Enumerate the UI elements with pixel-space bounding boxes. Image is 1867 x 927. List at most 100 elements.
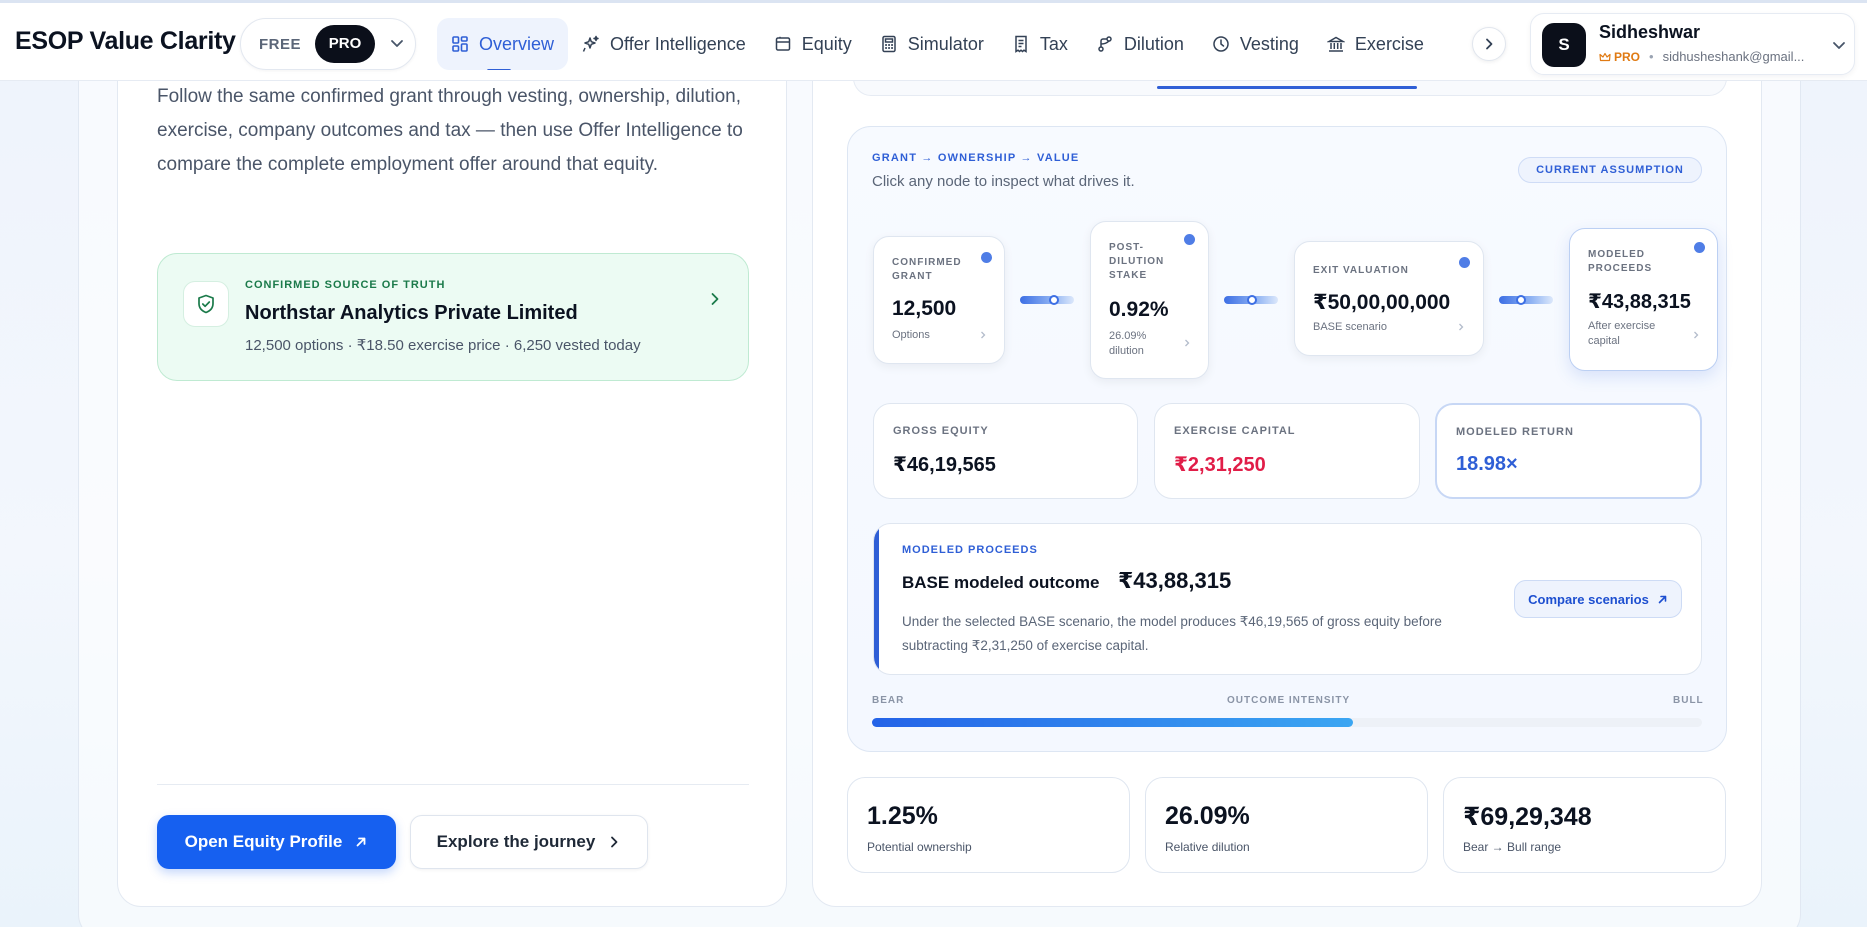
modeled-proceeds-card: MODELED PROCEEDS BASE modeled outcome ₹4…: [873, 523, 1702, 675]
nav-scroll-right-button[interactable]: [1472, 27, 1506, 61]
plan-free-option[interactable]: FREE: [259, 36, 302, 53]
tab-exercise[interactable]: Exercise: [1313, 18, 1438, 70]
panel-tab-indicator: [1157, 86, 1417, 89]
flow-hint: Click any node to inspect what drives it…: [872, 173, 1135, 190]
flow-connector: [1224, 295, 1278, 305]
tab-vesting[interactable]: Vesting: [1198, 18, 1313, 70]
open-equity-profile-label: Open Equity Profile: [184, 832, 343, 851]
source-of-truth-card[interactable]: CONFIRMED SOURCE OF TRUTH Northstar Anal…: [157, 253, 749, 381]
bank-icon: [1326, 36, 1345, 52]
explore-journey-button[interactable]: Explore the journey: [410, 815, 648, 869]
exercise-capital-card[interactable]: EXERCISE CAPITAL ₹2,31,250: [1154, 403, 1420, 499]
bear-bull-range-stat: ₹69,29,348 Bear → Bull range: [1443, 777, 1726, 873]
card-accent-bar: [874, 524, 879, 674]
plan-pro-option[interactable]: PRO: [315, 25, 375, 63]
stat-value: ₹69,29,348: [1463, 803, 1592, 831]
metric-label: GROSS EQUITY: [893, 425, 989, 437]
stat-label: Potential ownership: [867, 840, 972, 854]
intro-panel: [117, 40, 787, 907]
modeled-return-card[interactable]: MODELED RETURN 18.98×: [1435, 403, 1702, 499]
crown-icon: [1599, 52, 1611, 61]
status-dot: [981, 252, 992, 263]
separator-dot: •: [1649, 49, 1654, 64]
wallet-icon: [775, 36, 791, 51]
tab-tax-label: Tax: [1039, 33, 1068, 54]
user-menu[interactable]: S Sidheshwar PRO • sidhusheshank@gmail..…: [1530, 13, 1855, 75]
pro-badge: PRO: [1599, 50, 1640, 64]
tab-overview[interactable]: Overview: [437, 18, 569, 70]
proceeds-description: Under the selected BASE scenario, the mo…: [902, 614, 1442, 653]
stat-label: Bear → Bull range: [1463, 840, 1562, 854]
branch-icon: [1098, 36, 1112, 52]
tab-simulator-label: Simulator: [907, 33, 984, 54]
node-label: POST-DILUTION STAKE: [1109, 242, 1165, 281]
node-value: 0.92%: [1109, 298, 1169, 321]
stat-value: 1.25%: [867, 802, 938, 830]
gross-equity-card[interactable]: GROSS EQUITY ₹46,19,565: [873, 403, 1138, 499]
chevron-right-icon: [611, 836, 618, 848]
chevron-right-icon: [1185, 339, 1190, 347]
plan-toggle[interactable]: FREE PRO: [240, 18, 416, 70]
tab-dilution[interactable]: Dilution: [1082, 18, 1198, 70]
grid-icon: [452, 36, 468, 52]
divider: [157, 784, 749, 785]
chevron-down-icon[interactable]: [1831, 37, 1847, 53]
flow-eyebrow: GRANT → OWNERSHIP → VALUE: [872, 152, 1080, 164]
metric-value: 18.98×: [1456, 453, 1518, 475]
tab-offer-intelligence[interactable]: Offer Intelligence: [568, 18, 760, 70]
node-value: ₹43,88,315: [1588, 291, 1691, 313]
compare-scenarios-button[interactable]: Compare scenarios: [1514, 580, 1682, 618]
node-label: MODELED PROCEEDS: [1588, 249, 1653, 274]
user-meta: PRO • sidhusheshank@gmail...: [1599, 49, 1804, 64]
intensity-bear-label: BEAR: [872, 695, 905, 706]
calculator-icon: [882, 35, 896, 53]
intro-description: Follow the same confirmed grant through …: [157, 86, 743, 175]
node-post-dilution-stake[interactable]: POST-DILUTION STAKE 0.92% 26.09% dilutio…: [1090, 221, 1209, 379]
company-name: Northstar Analytics Private Limited: [245, 302, 578, 324]
chevron-right-icon: [1459, 323, 1464, 331]
proceeds-amount: ₹43,88,315: [1118, 568, 1232, 593]
chevron-down-icon[interactable]: [389, 35, 405, 51]
node-sub: Options: [892, 329, 930, 341]
node-modeled-proceeds[interactable]: MODELED PROCEEDS ₹43,88,315 After exerci…: [1569, 228, 1718, 371]
source-of-truth-eyebrow: CONFIRMED SOURCE OF TRUTH: [245, 279, 446, 291]
node-sub: After exercise capital: [1588, 320, 1656, 347]
arrow-up-right-icon: [1658, 595, 1667, 603]
proceeds-title: BASE modeled outcome: [902, 573, 1100, 592]
metric-label: EXERCISE CAPITAL: [1174, 425, 1296, 437]
arrow-up-right-icon: [356, 837, 366, 847]
tab-simulator[interactable]: Simulator: [866, 18, 998, 70]
avatar[interactable]: S: [1542, 23, 1586, 67]
open-equity-profile-button[interactable]: Open Equity Profile: [157, 815, 396, 869]
chevron-right-icon: [981, 331, 986, 339]
nav-tabs-scroller: Overview Offer Intelligence Equity Simul…: [437, 18, 1469, 70]
receipt-icon: [1015, 35, 1027, 53]
tab-dilution-label: Dilution: [1123, 33, 1184, 54]
status-dot: [1459, 257, 1470, 268]
outcome-intensity-bar[interactable]: [872, 718, 1702, 727]
chevron-right-icon: [1486, 38, 1493, 50]
node-label: EXIT VALUATION: [1313, 265, 1409, 276]
app-title[interactable]: ESOP Value Clarity: [15, 27, 236, 55]
chevron-right-icon: [1694, 331, 1699, 339]
current-assumption-badge[interactable]: CURRENT ASSUMPTION: [1518, 157, 1702, 183]
flow-connector: [1499, 295, 1553, 305]
tab-overview-label: Overview: [479, 33, 555, 54]
tab-equity[interactable]: Equity: [760, 18, 866, 70]
tab-exercise-label: Exercise: [1354, 33, 1424, 54]
explore-journey-label: Explore the journey: [436, 832, 596, 851]
flow-connector: [1020, 295, 1074, 305]
node-confirmed-grant[interactable]: CONFIRMED GRANT 12,500 Options: [873, 236, 1005, 364]
node-label: CONFIRMED GRANT: [892, 257, 962, 282]
node-exit-valuation[interactable]: EXIT VALUATION ₹50,00,00,000 BASE scenar…: [1294, 241, 1484, 356]
chevron-right-icon: [711, 293, 719, 305]
node-sub: BASE scenario: [1313, 321, 1387, 333]
tab-tax[interactable]: Tax: [998, 18, 1082, 70]
user-email: sidhusheshank@gmail...: [1662, 49, 1805, 64]
node-value: 12,500: [892, 297, 957, 320]
stat-value: 26.09%: [1165, 802, 1250, 830]
connector-knob: [1049, 295, 1059, 305]
sparkle-icon: [582, 35, 599, 52]
user-name: Sidheshwar: [1599, 22, 1701, 42]
tab-vesting-label: Vesting: [1239, 33, 1299, 54]
